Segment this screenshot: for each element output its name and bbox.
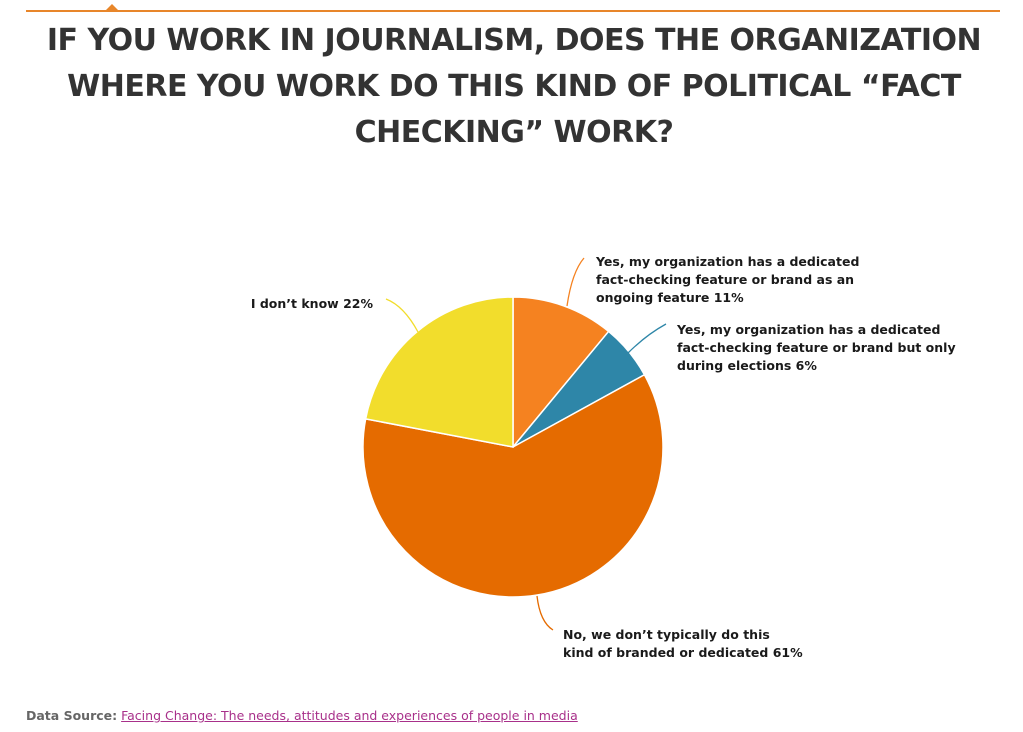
pie-leader-line-2 — [627, 323, 667, 354]
pie-leader-lines — [385, 257, 667, 631]
pie-leader-line-3 — [536, 595, 554, 631]
top-rule — [26, 10, 1000, 12]
top-notch — [106, 4, 118, 10]
pie-labels: Yes, my organization has a dedicated fact… — [251, 254, 956, 660]
pie-slice-label-1: Yes, my organization has a dedicated fact… — [595, 254, 859, 305]
pie-leader-line-1 — [566, 257, 585, 307]
pie-slice-label-line: kind of branded or dedicated 61% — [563, 645, 803, 660]
pie-slice-3 — [362, 373, 664, 598]
data-source-label: Data Source: — [26, 708, 118, 723]
pie-slice-label-line: Yes, my organization has a dedicated — [595, 254, 859, 269]
pie-slice-label-line: fact-checking feature or brand but only — [677, 340, 956, 355]
data-source-link[interactable]: Facing Change: The needs, attitudes and … — [121, 708, 578, 723]
pie-slice-label-4: I don’t know 22% — [251, 296, 374, 311]
pie-slice-label-2: Yes, my organization has a dedicated fact… — [676, 322, 956, 373]
pie-leader-line-4 — [385, 298, 419, 333]
data-source-footer: Data Source: Facing Change: The needs, a… — [26, 708, 578, 723]
pie-slice-label-line: fact-checking feature or brand as an — [596, 272, 854, 287]
chart-title: IF YOU WORK IN JOURNALISM, DOES THE ORGA… — [46, 23, 982, 150]
pie-slice-label-line: I don’t know 22% — [251, 296, 374, 311]
pie-slice-1 — [512, 296, 610, 450]
pie-slice-label-line: during elections 6% — [677, 358, 817, 373]
pie-slices — [362, 296, 664, 598]
pie-slice-label-line: No, we don’t typically do this — [563, 627, 770, 642]
pie-slice-label-line: Yes, my organization has a dedicated — [676, 322, 940, 337]
pie-slice-label-3: No, we don’t typically do this kind of br… — [563, 627, 803, 660]
pie-slice-label-line: ongoing feature 11% — [596, 290, 744, 305]
